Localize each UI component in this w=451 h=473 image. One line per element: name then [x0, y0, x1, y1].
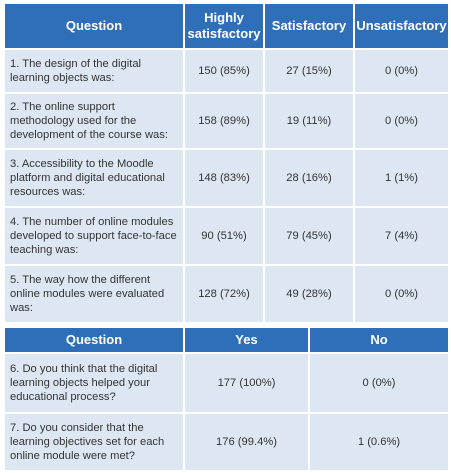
highly-satisfactory-cell: 128 (72%) [183, 264, 265, 324]
satisfaction-table: Question Highly satisfactory Satisfactor… [3, 2, 450, 324]
satisfactory-cell: 49 (28%) [263, 264, 355, 324]
satisfactory-cell: 27 (15%) [263, 48, 355, 94]
table-row: 5. The way how the different online modu… [3, 264, 450, 324]
question-cell: 5. The way how the different online modu… [3, 264, 185, 324]
header-highly-satisfactory: Highly satisfactory [183, 2, 265, 50]
unsatisfactory-cell: 0 (0%) [353, 92, 450, 150]
satisfactory-cell: 28 (16%) [263, 148, 355, 208]
question-cell: 3. Accessibility to the Moodle platform … [3, 148, 185, 208]
table-row: 2. The online support methodology used f… [3, 92, 450, 150]
table-row: 1. The design of the digital learning ob… [3, 48, 450, 94]
table-row: 4. The number of online modules develope… [3, 206, 450, 266]
question-cell: 2. The online support methodology used f… [3, 92, 185, 150]
unsatisfactory-cell: 7 (4%) [353, 206, 450, 266]
satisfactory-cell: 79 (45%) [263, 206, 355, 266]
satisfactory-cell: 19 (11%) [263, 92, 355, 150]
table-row: 7. Do you consider that the learning obj… [3, 412, 450, 472]
no-cell: 0 (0%) [308, 352, 450, 414]
header-row: Question Highly satisfactory Satisfactor… [3, 2, 450, 50]
header-no: No [308, 326, 450, 354]
highly-satisfactory-cell: 158 (89%) [183, 92, 265, 150]
header-yes: Yes [183, 326, 310, 354]
header-question: Question [3, 326, 185, 354]
yes-cell: 177 (100%) [183, 352, 310, 414]
question-cell: 7. Do you consider that the learning obj… [3, 412, 185, 472]
header-satisfactory: Satisfactory [263, 2, 355, 50]
unsatisfactory-cell: 0 (0%) [353, 48, 450, 94]
unsatisfactory-cell: 1 (1%) [353, 148, 450, 208]
highly-satisfactory-cell: 90 (51%) [183, 206, 265, 266]
unsatisfactory-cell: 0 (0%) [353, 264, 450, 324]
header-question: Question [3, 2, 185, 50]
table-row: 3. Accessibility to the Moodle platform … [3, 148, 450, 208]
question-cell: 4. The number of online modules develope… [3, 206, 185, 266]
header-unsatisfactory: Unsatisfactory [353, 2, 450, 50]
highly-satisfactory-cell: 150 (85%) [183, 48, 265, 94]
table-row: 6. Do you think that the digital learnin… [3, 352, 450, 414]
question-cell: 1. The design of the digital learning ob… [3, 48, 185, 94]
no-cell: 1 (0.6%) [308, 412, 450, 472]
yes-cell: 176 (99.4%) [183, 412, 310, 472]
header-row: Question Yes No [3, 326, 450, 354]
yes-no-table: Question Yes No 6. Do you think that the… [3, 326, 450, 472]
highly-satisfactory-cell: 148 (83%) [183, 148, 265, 208]
question-cell: 6. Do you think that the digital learnin… [3, 352, 185, 414]
